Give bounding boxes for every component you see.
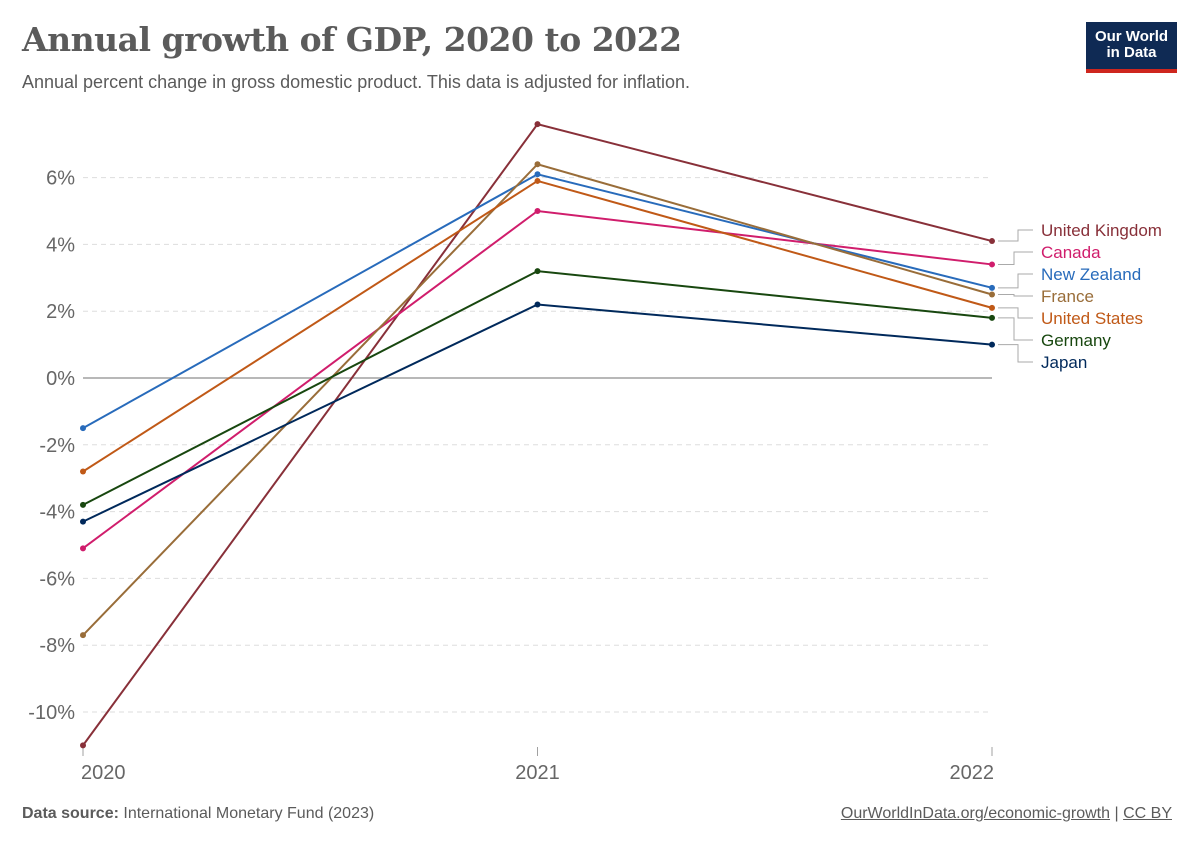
- y-tick-label: 0%: [46, 368, 75, 390]
- series-canada[interactable]: [80, 208, 995, 552]
- y-tick-label: -6%: [39, 568, 75, 590]
- chart-title: Annual growth of GDP, 2020 to 2022: [22, 20, 682, 59]
- footer-links: OurWorldInData.org/economic-growth | CC …: [841, 805, 1172, 823]
- legend-label[interactable]: New Zealand: [1041, 265, 1141, 284]
- y-tick-label: -8%: [39, 635, 75, 657]
- data-point[interactable]: [534, 301, 541, 308]
- y-axis-ticks: -10% -8% -6% -4% -2% 0% 2% 4% 6%: [28, 168, 75, 724]
- legend-label[interactable]: Japan: [1041, 353, 1087, 372]
- y-tick-label: -10%: [28, 702, 75, 724]
- legend-label[interactable]: United States: [1041, 309, 1143, 328]
- data-point[interactable]: [989, 238, 995, 245]
- series-united-states[interactable]: [80, 177, 995, 475]
- legend: United Kingdom Canada New Zealand France Uni…: [998, 221, 1162, 372]
- legend-connector: [998, 251, 1033, 265]
- y-tick-label: -4%: [39, 502, 75, 524]
- x-tick-label: 2022: [950, 762, 995, 784]
- data-point[interactable]: [80, 425, 86, 432]
- legend-label[interactable]: Canada: [1041, 243, 1101, 262]
- legend-connector: [998, 307, 1033, 319]
- data-point[interactable]: [80, 742, 86, 749]
- data-point[interactable]: [989, 341, 995, 348]
- y-tick-label: 6%: [46, 168, 75, 190]
- data-point[interactable]: [534, 268, 541, 275]
- legend-connector: [998, 317, 1033, 341]
- grid-layer: [83, 177, 992, 713]
- series-line[interactable]: [82, 179, 993, 473]
- series-new-zealand[interactable]: [80, 171, 995, 432]
- footer-separator: |: [1114, 805, 1119, 822]
- data-point[interactable]: [534, 161, 541, 168]
- y-tick-label: 2%: [46, 301, 75, 323]
- legend-connector: [998, 229, 1033, 242]
- data-source-text: International Monetary Fund (2023): [123, 805, 375, 822]
- data-point[interactable]: [534, 171, 541, 178]
- y-tick-label: 4%: [46, 234, 75, 256]
- series-japan[interactable]: [80, 301, 995, 525]
- data-point[interactable]: [989, 304, 995, 311]
- series-germany[interactable]: [80, 268, 995, 508]
- chart-subtitle: Annual percent change in gross domestic …: [22, 72, 691, 92]
- data-point[interactable]: [534, 208, 541, 214]
- data-point[interactable]: [989, 284, 995, 291]
- logo-line-2: in Data: [1106, 44, 1157, 61]
- legend-label[interactable]: Germany: [1041, 331, 1111, 350]
- data-source: Data source: International Monetary Fund…: [22, 805, 374, 823]
- source-link[interactable]: OurWorldInData.org/economic-growth: [840, 805, 1111, 822]
- legend-label[interactable]: United Kingdom: [1041, 221, 1162, 240]
- legend-connector: [998, 294, 1033, 297]
- series-layer: [80, 121, 995, 749]
- series-line[interactable]: [82, 209, 993, 550]
- data-source-label: Data source:: [22, 805, 119, 822]
- license-link[interactable]: CC BY: [1123, 805, 1172, 822]
- data-point[interactable]: [80, 501, 86, 508]
- series-line[interactable]: [82, 303, 993, 523]
- owid-logo[interactable]: Our World in Data: [1086, 22, 1177, 73]
- data-point[interactable]: [80, 468, 86, 475]
- data-point[interactable]: [80, 518, 86, 525]
- legend-connector: [998, 344, 1033, 363]
- data-point[interactable]: [80, 545, 86, 552]
- data-point[interactable]: [989, 291, 995, 298]
- data-point[interactable]: [534, 121, 541, 128]
- data-point[interactable]: [989, 261, 995, 268]
- y-tick-label: -2%: [39, 435, 75, 457]
- data-point[interactable]: [989, 314, 995, 321]
- x-tick-label: 2021: [515, 762, 560, 784]
- x-tick-label: 2020: [81, 762, 126, 784]
- x-axis-ticks: 2020 2021 2022: [81, 747, 994, 784]
- series-line[interactable]: [82, 163, 993, 636]
- series-united-kingdom[interactable]: [80, 121, 995, 749]
- data-point[interactable]: [80, 632, 86, 639]
- legend-connector: [998, 273, 1033, 289]
- logo-line-1: Our World: [1094, 28, 1169, 45]
- series-france[interactable]: [80, 161, 995, 639]
- data-point[interactable]: [534, 177, 541, 184]
- legend-label[interactable]: France: [1041, 287, 1094, 306]
